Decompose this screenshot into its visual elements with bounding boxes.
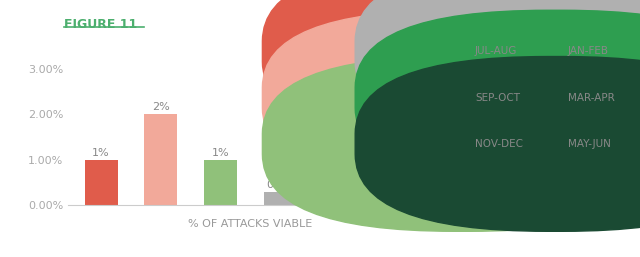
Text: 1%: 1%: [212, 148, 229, 158]
Text: SEP-OCT: SEP-OCT: [475, 93, 520, 103]
Text: FIGURE 11: FIGURE 11: [64, 18, 137, 31]
Bar: [145, 114, 177, 205]
Text: 0.3%: 0.3%: [266, 180, 294, 190]
Text: 3%: 3%: [332, 57, 349, 67]
Text: JAN-FEB: JAN-FEB: [568, 47, 609, 56]
Bar: [84, 160, 118, 205]
Bar: [204, 160, 237, 205]
Bar: [324, 69, 356, 205]
Text: 1%: 1%: [92, 148, 110, 158]
Text: JUL-AUG: JUL-AUG: [475, 47, 517, 56]
X-axis label: % OF ATTACKS VIABLE: % OF ATTACKS VIABLE: [188, 219, 313, 229]
Text: 0.2%: 0.2%: [386, 184, 414, 194]
Text: MAY-JUN: MAY-JUN: [568, 139, 611, 149]
Text: MAR-APR: MAR-APR: [568, 93, 614, 103]
Text: NOV-DEC: NOV-DEC: [475, 139, 523, 149]
Bar: [264, 192, 297, 205]
Bar: [383, 196, 417, 205]
Text: 2%: 2%: [152, 102, 170, 112]
